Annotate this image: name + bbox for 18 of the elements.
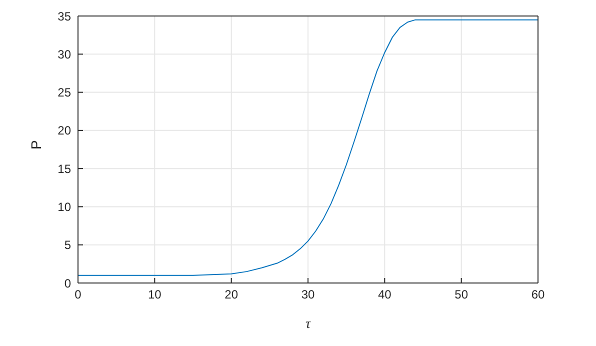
y-tick-label: 30	[58, 47, 72, 62]
x-tick-label: 10	[148, 288, 162, 302]
x-tick-label: 20	[224, 288, 238, 302]
x-tick-label: 40	[378, 288, 392, 302]
y-tick-label: 5	[64, 238, 72, 252]
y-tick-label: 35	[58, 9, 72, 24]
y-tick-label: 10	[58, 200, 72, 214]
y-axis-title: P	[28, 140, 44, 150]
y-tick-label: 25	[58, 86, 72, 100]
y-tick-label: 15	[58, 162, 72, 176]
line-series	[78, 19, 538, 276]
x-tick-label: 0	[74, 288, 82, 302]
y-tick-label: 20	[58, 124, 72, 138]
x-tick-label: 50	[454, 288, 468, 302]
x-tick-label: 30	[301, 288, 315, 302]
y-tick-label: 0	[64, 276, 72, 290]
x-axis-title: τ	[305, 317, 312, 332]
x-tick-label: 60	[531, 288, 545, 302]
